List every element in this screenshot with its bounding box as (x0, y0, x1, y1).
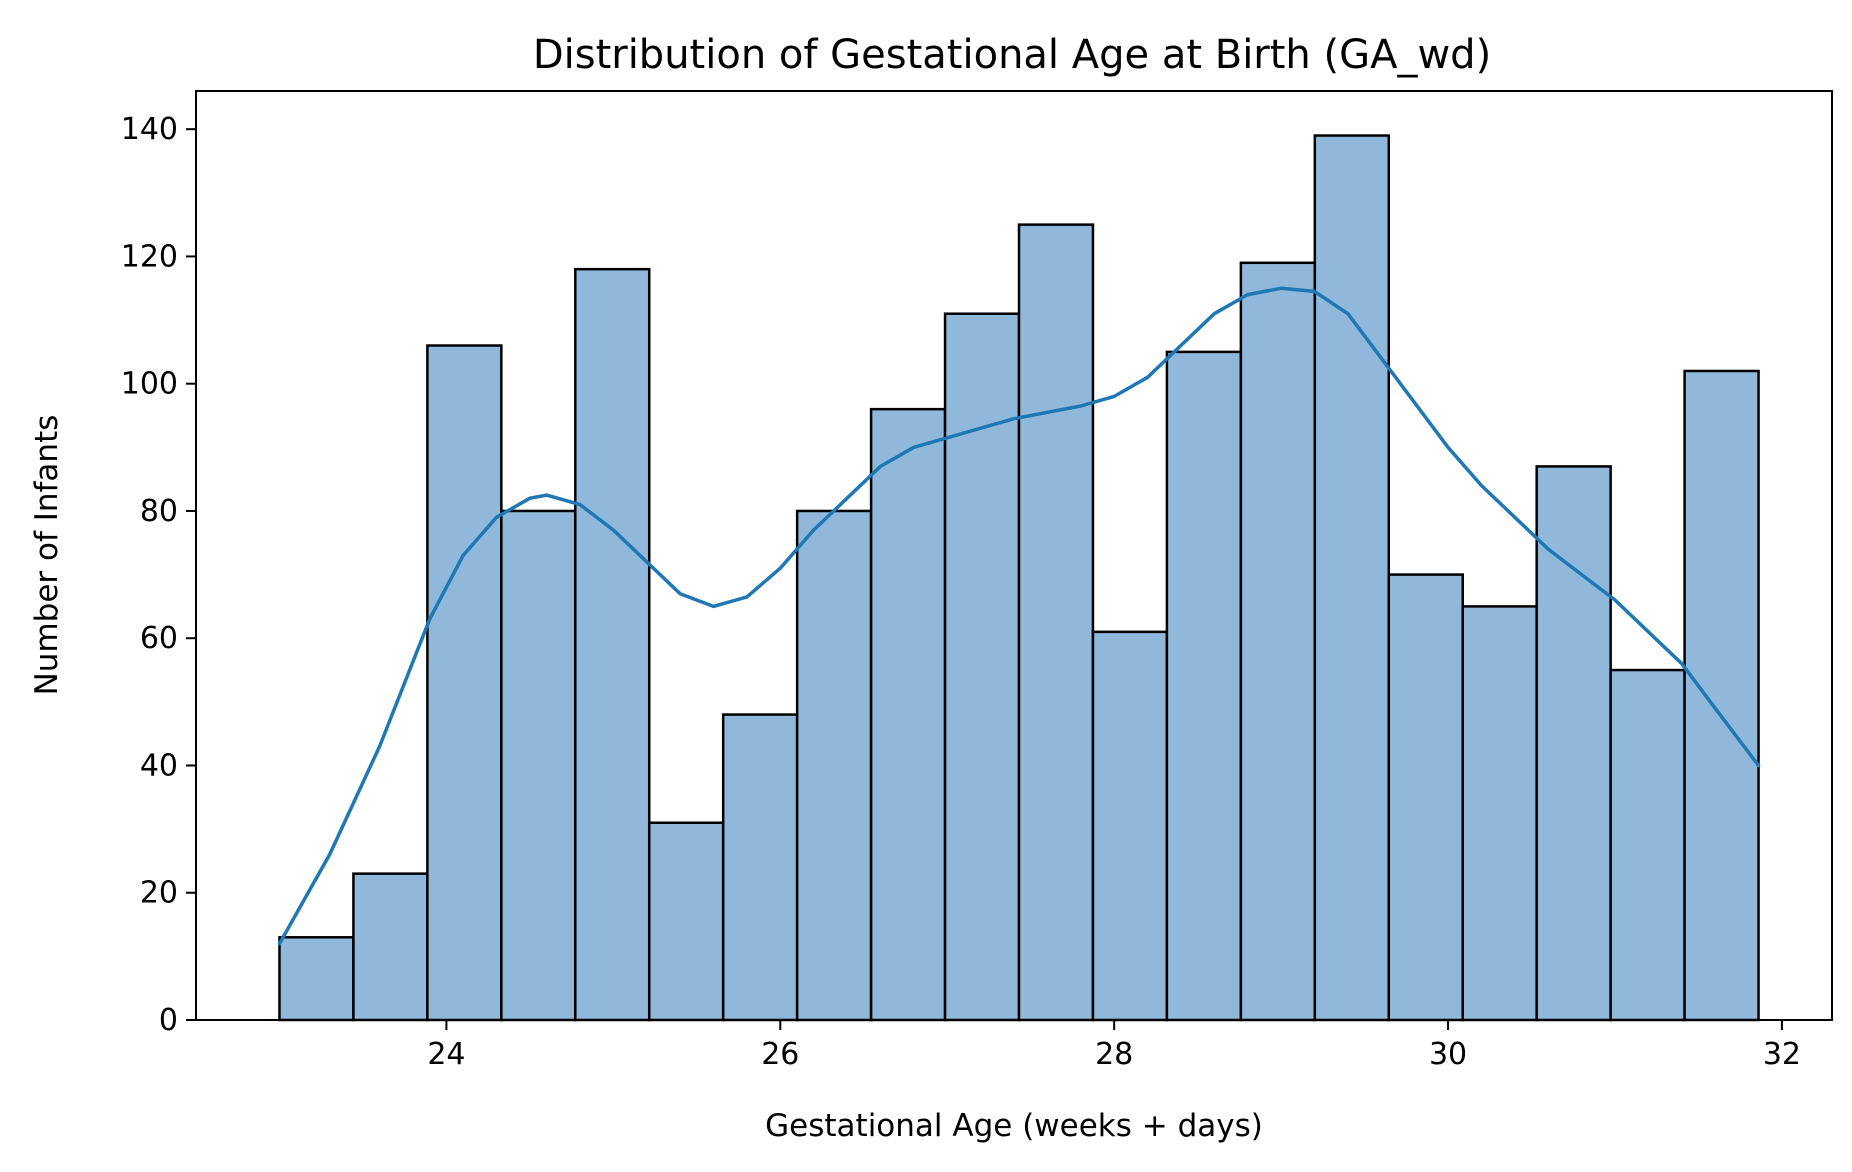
x-tick-label: 24 (427, 1037, 465, 1072)
histogram-bar (500, 509, 577, 1022)
y-tick-label: 60 (140, 621, 178, 656)
y-tick-label: 0 (159, 1003, 178, 1038)
y-tick-label: 100 (121, 367, 178, 402)
x-axis-label: Gestational Age (weeks + days) (765, 1108, 1263, 1144)
histogram-bar (1313, 134, 1391, 1022)
histogram-bar (426, 344, 503, 1022)
histogram-bar (1239, 261, 1317, 1022)
histogram-bar (1683, 369, 1760, 1022)
y-tick-label: 80 (140, 494, 178, 529)
histogram-bar (1609, 668, 1686, 1022)
bars-group (278, 134, 1760, 1022)
y-tick-label: 20 (140, 876, 178, 911)
histogram-bar (1535, 465, 1612, 1022)
histogram-bar (943, 312, 1021, 1022)
y-axis: 0 20 40 60 80 100 120 140 (121, 112, 196, 1038)
chart-title: Distribution of Gestational Age at Birth… (533, 32, 1491, 78)
histogram-bar (1017, 223, 1095, 1022)
x-tick-label: 30 (1429, 1037, 1467, 1072)
x-tick-label: 26 (761, 1037, 799, 1072)
histogram-bar (795, 509, 873, 1022)
histogram-bar (1387, 573, 1464, 1022)
x-tick-label: 28 (1095, 1037, 1133, 1072)
y-tick-label: 120 (121, 239, 178, 274)
histogram-bar (278, 936, 355, 1022)
histogram-bar (1461, 605, 1538, 1022)
histogram-bar (574, 267, 651, 1022)
histogram-bar (869, 407, 947, 1022)
y-tick-label: 140 (121, 112, 178, 147)
histogram-bar (1091, 630, 1169, 1022)
x-axis: 24 26 28 30 32 (427, 1020, 1801, 1072)
x-tick-label: 32 (1763, 1037, 1801, 1072)
histogram-bar (1165, 350, 1243, 1022)
histogram-bar (721, 713, 799, 1022)
histogram-bar (647, 821, 725, 1022)
y-axis-label: Number of Infants (29, 415, 65, 696)
histogram-bar (352, 872, 429, 1022)
kde-curve (277, 286, 1761, 946)
plot-frame (195, 90, 1833, 1021)
y-tick-label: 40 (140, 748, 178, 783)
